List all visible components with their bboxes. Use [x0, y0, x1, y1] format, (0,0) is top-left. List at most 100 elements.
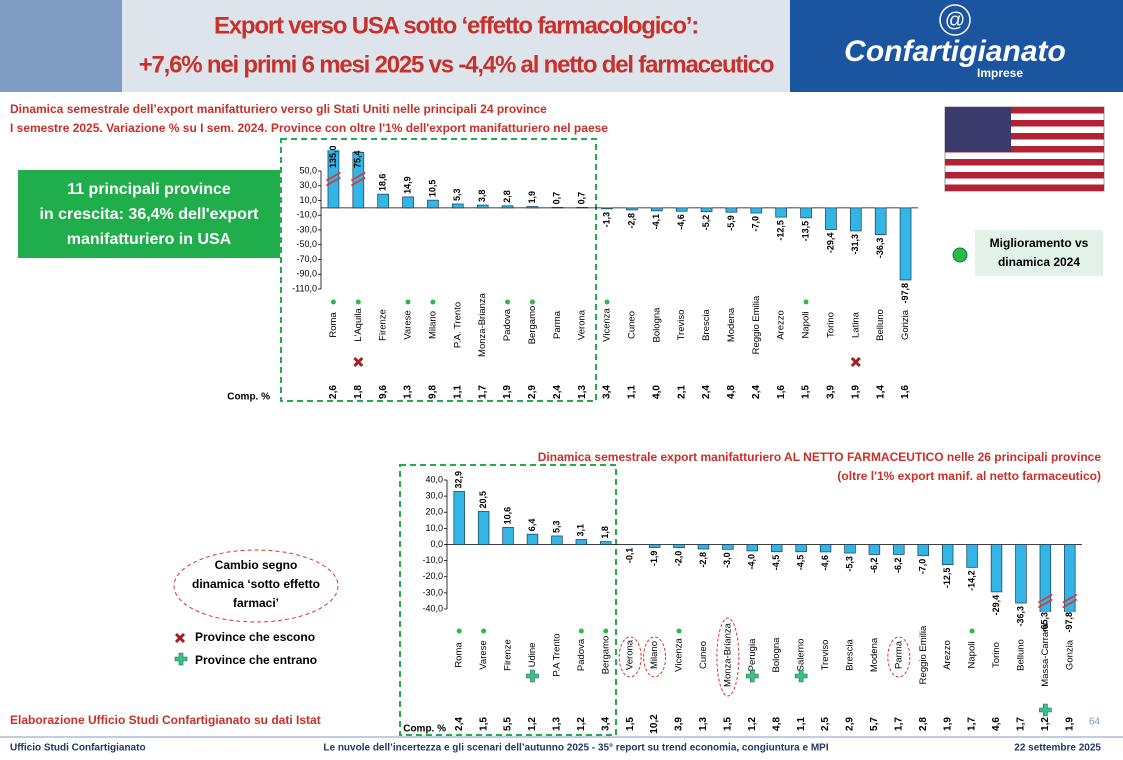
comp-value: 1,5 [723, 717, 734, 731]
improved-dot [603, 628, 609, 634]
x-tick-label: Varese [478, 640, 489, 669]
bar [874, 207, 887, 235]
comp-value: 1,9 [1064, 717, 1075, 731]
comp-value: 3,4 [602, 385, 613, 399]
bar [746, 544, 759, 552]
y-tick-label: 20,0 [425, 507, 443, 517]
x-tick-label: Bologna [771, 637, 782, 673]
enter-icon [174, 652, 188, 666]
y-tick-label: -10,0 [296, 210, 317, 220]
enter-icon [794, 669, 808, 683]
bar [427, 199, 439, 209]
bar [675, 207, 688, 212]
bar [551, 207, 564, 209]
x-tick-label: Padova [502, 308, 513, 341]
bar [899, 207, 912, 281]
bar [501, 205, 514, 209]
comp-value: 2,9 [845, 717, 856, 731]
improved-dot [481, 628, 487, 634]
source: Elaborazione Ufficio Studi Confartigiana… [10, 713, 321, 727]
bar [526, 206, 539, 209]
value-label: -4,5 [771, 555, 781, 571]
comp-value: 1,7 [893, 717, 904, 731]
bar [402, 196, 414, 209]
improved-dot [604, 299, 610, 305]
y-tick-label: -20,0 [422, 571, 443, 581]
chart-title: Dinamica semestrale export manifatturier… [538, 450, 1102, 464]
logo-band [790, 0, 1123, 92]
value-label: -6,2 [869, 557, 879, 573]
x-tick-label: Salerno [796, 639, 807, 672]
improved-dot [505, 299, 511, 305]
bar [1064, 544, 1076, 612]
x-tick-label: Modena [726, 307, 737, 342]
value-label: -29,4 [991, 595, 1001, 616]
x-tick-label: Arezzo [776, 310, 787, 340]
axis-break [326, 176, 341, 187]
x-tick-label: Verona [577, 309, 588, 340]
x-tick-label: Bologna [651, 307, 662, 343]
x-tick-label: Monza-Brianza [477, 292, 488, 357]
note-text: Cambio segno [215, 558, 298, 572]
value-label: -5,3 [844, 556, 854, 572]
comp-value: 5,7 [869, 717, 880, 731]
comp-value: 1,1 [796, 717, 807, 731]
x-tick-label: Modena [869, 637, 880, 672]
y-tick-label: -10,0 [422, 555, 443, 565]
value-label: -4,1 [651, 214, 661, 230]
comp-value: 1,5 [625, 717, 636, 731]
axis-break [1037, 598, 1053, 609]
legend-text: dinamica 2024 [998, 255, 1080, 269]
logo-ring [939, 4, 971, 36]
bar [990, 544, 1003, 593]
comp-value: 3,4 [600, 717, 611, 731]
bar [795, 544, 807, 553]
bars [327, 150, 912, 281]
bar [551, 535, 563, 545]
page-number: 64 [1089, 717, 1101, 728]
bar [825, 207, 837, 230]
bar [893, 544, 905, 555]
comp-value: 1,4 [875, 385, 886, 399]
value-label: -3,0 [722, 552, 732, 568]
value-label: -2,8 [698, 552, 708, 568]
x-tick-label: Napoli [967, 642, 978, 669]
value-label: 2,8 [502, 190, 512, 203]
comp-value: 1,2 [527, 717, 538, 731]
axis-break [1037, 593, 1053, 604]
comp-label: Comp. % [403, 724, 446, 735]
y-tick-label: -90,0 [296, 269, 317, 279]
exit-icon [850, 356, 861, 368]
comp-value: 1,2 [1040, 717, 1051, 731]
x-tick-label: Napoli [801, 312, 812, 339]
value-label: -4,6 [676, 214, 686, 230]
exit-stroke [850, 356, 861, 368]
bar [601, 207, 613, 210]
value-label: 10,6 [502, 507, 512, 525]
x-tick-label: Vicenza [674, 637, 685, 671]
comp-value: 3,9 [674, 717, 685, 731]
comp-value: 1,9 [850, 385, 861, 399]
value-label: 10,5 [427, 180, 437, 198]
note-ellipse [173, 549, 339, 623]
title-line: +7,6% nei primi 6 mesi 2025 vs -4,4% al … [139, 51, 774, 78]
improved-dot [330, 299, 336, 305]
bar [917, 544, 929, 557]
axis-break [350, 171, 366, 182]
improved-dot [355, 299, 361, 305]
comp-value: 1,7 [477, 385, 488, 399]
comp-value: 1,5 [478, 717, 489, 731]
comp-value: 3,9 [826, 385, 837, 399]
value-label: -12,5 [942, 568, 952, 589]
x-tick-label: Cuneo [698, 641, 709, 669]
improved-dot [578, 628, 584, 634]
comp-value: 1,3 [577, 385, 588, 399]
logo-symbol: @ [945, 9, 965, 31]
enter-icon [526, 669, 539, 683]
sign-change-ring [618, 636, 642, 678]
comp-value: 10,2 [649, 714, 660, 734]
value-label: -36,3 [1015, 606, 1025, 627]
comp-value: 5,5 [503, 717, 514, 731]
bar [327, 150, 340, 209]
